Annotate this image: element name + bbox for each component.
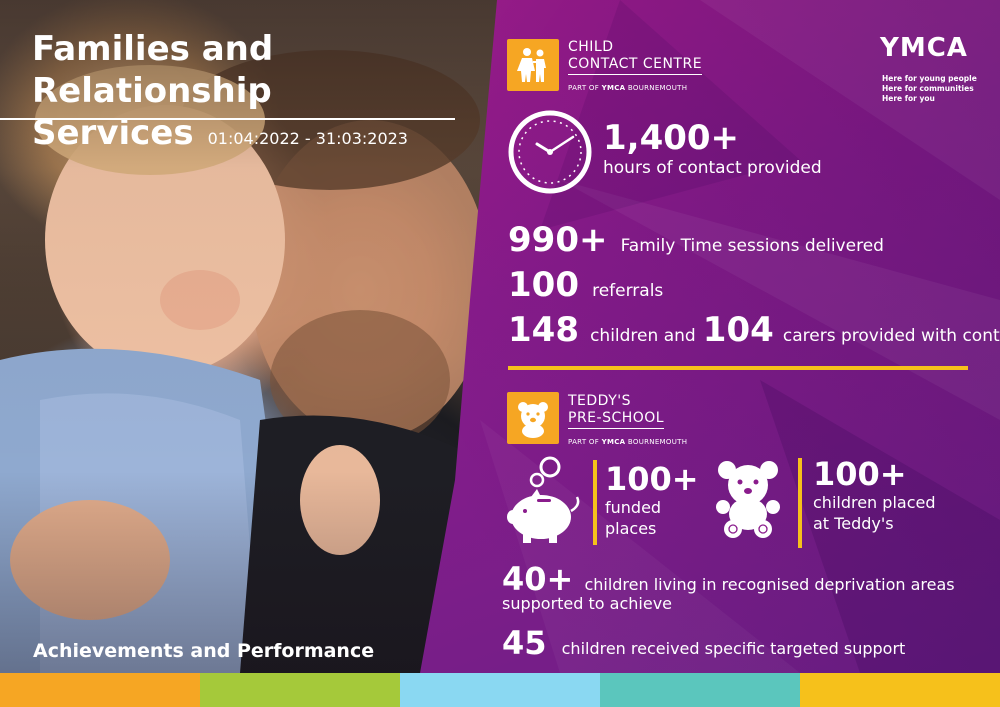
children-carers-stat: 148 children and 104 carers provided wit… [508,310,1000,350]
targeted-label: children received specific targeted supp… [561,639,906,658]
child-contact-logo-box [507,39,559,91]
children-walking-icon [517,48,546,82]
sessions-label: Family Time sessions delivered [620,236,884,256]
teddy-bear-large-icon [716,461,780,538]
stripe-yellow [800,673,1000,707]
placed-value: 100+ [813,455,907,493]
placed-label: children placed at Teddy's [813,493,936,533]
targeted-stat: 45 children received specific targeted s… [502,624,905,662]
hours-label: hours of contact provided [603,158,822,178]
clock-icon [508,110,592,194]
teddys-logo-text: TEDDY'S PRE-SCHOOL PART OF YMCA BOURNEMO… [568,393,698,451]
stripe-green [200,673,400,707]
funded-bar [593,460,597,545]
ymca-logo: YMCA [880,33,968,63]
sessions-stat: 990+ Family Time sessions delivered [508,220,884,260]
hero-photo [0,0,520,673]
referrals-stat: 100 referrals [508,265,663,305]
carers-label: carers provided with contact [782,326,1000,346]
deprivation-stat: 40+ children living in recognised depriv… [502,560,955,598]
targeted-value: 45 [502,624,547,662]
child-contact-line2: CONTACT CENTRE [568,56,703,75]
photo-shade [0,0,520,673]
child-contact-part-of: PART OF YMCA BOURNEMOUTH [568,84,688,92]
sessions-value: 990+ [508,220,608,260]
referrals-value: 100 [508,265,579,305]
stripe-lightblue [400,673,600,707]
deprivation-label2: supported to achieve [502,594,673,613]
photo-illustration [0,50,520,673]
carers-value: 104 [702,310,774,350]
children-value: 148 [508,310,579,350]
deprivation-value: 40+ [502,560,574,598]
ymca-tagline: Here for young people Here for communiti… [882,74,977,103]
hours-value: 1,400+ [603,118,740,158]
page-title: Families and Relationship Services 01:04:… [32,28,492,160]
deprivation-label1: children living in recognised deprivatio… [584,575,955,594]
referrals-label: referrals [592,281,664,301]
section-divider [508,366,968,370]
children-label: children and [590,326,696,346]
stripe-orange [0,673,200,707]
teddy-bear-icon [518,402,548,438]
title-rule [0,118,455,120]
teddys-part-of: PART OF YMCA BOURNEMOUTH [568,438,688,446]
funded-label: funded places [605,498,662,538]
teddys-line1: TEDDY'S [568,393,631,409]
teddys-line2: PRE-SCHOOL [568,410,665,429]
title-line1: Families and Relationship [32,29,274,111]
date-range: 01:04:2022 - 31:03:2023 [207,129,408,148]
child-contact-line1: CHILD [568,39,614,55]
funded-value: 100+ [605,460,699,498]
teddys-logo-box [507,392,559,444]
child-contact-logo-text: CHILD CONTACT CENTRE PART OF YMCA BOURNE… [568,39,703,97]
stripe-teal [600,673,800,707]
purple-panel [420,0,1000,673]
piggy-bank-icon [507,456,580,543]
footer-label: Achievements and Performance [33,640,375,662]
placed-bar [798,458,802,548]
